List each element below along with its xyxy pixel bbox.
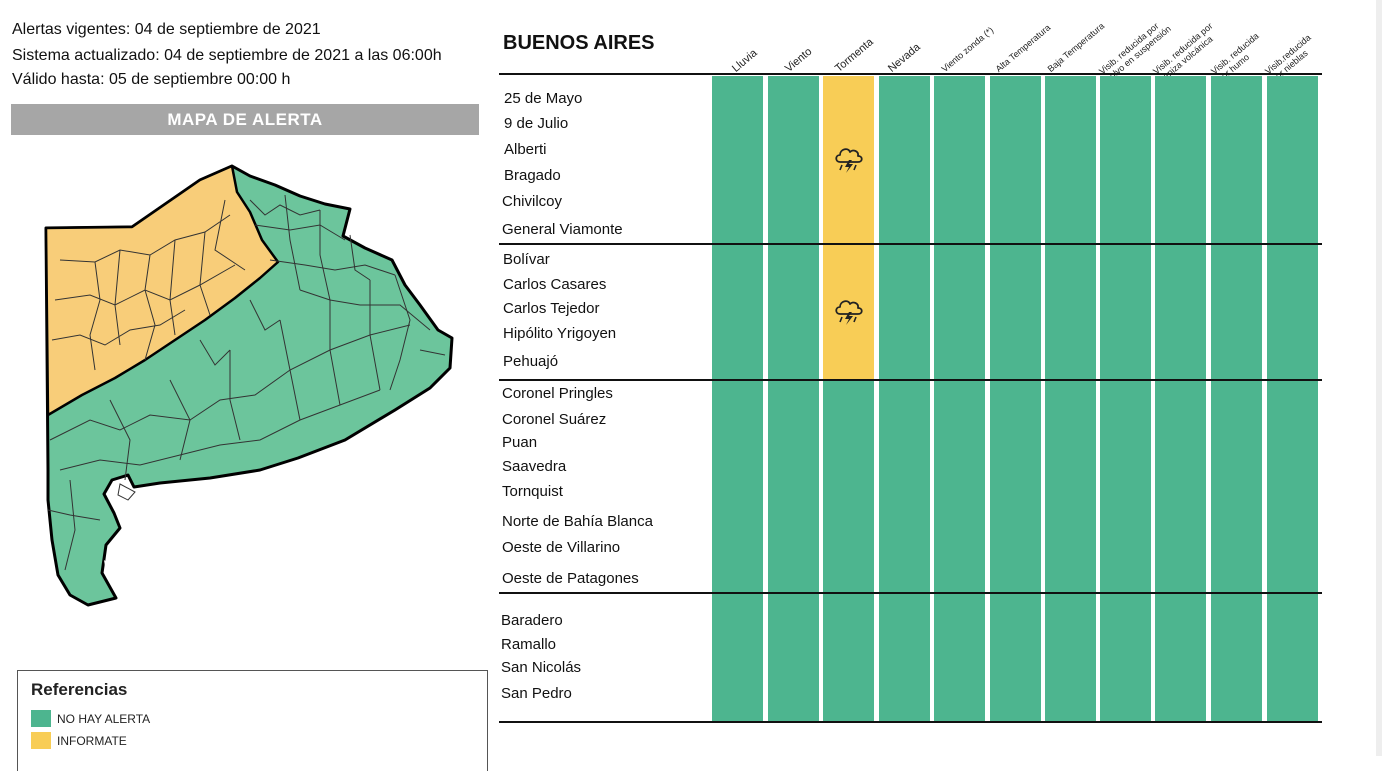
legend-swatch-yellow (31, 732, 51, 749)
alert-cell-green (990, 594, 1041, 721)
alert-cell-green (1267, 245, 1318, 379)
hazard-header-zonda: Viento zonda (*) (939, 24, 996, 75)
updated-line: Sistema actualizado: 04 de septiembre de… (12, 47, 442, 64)
alert-cell-green (768, 76, 819, 243)
hazard-header-viento: Viento (782, 45, 815, 75)
location-label: San Nicolás (501, 659, 582, 676)
legend-label: INFORMATE (57, 733, 127, 748)
alert-cell-green (1045, 76, 1096, 243)
alert-cell-green (1045, 245, 1096, 379)
location-label: Bragado (504, 167, 561, 184)
location-label: Norte de Bahía Blanca (502, 513, 653, 530)
alert-cell-green (1155, 594, 1206, 721)
alert-cell-green (1267, 76, 1318, 243)
alert-cell-green (768, 245, 819, 379)
alert-cell-green (1100, 76, 1151, 243)
alert-cell-yellow (823, 245, 874, 379)
location-label: General Viamonte (502, 221, 623, 238)
map-district-lines (47, 194, 446, 571)
location-label: Saavedra (502, 458, 567, 475)
alert-map (44, 164, 454, 607)
valid-until-line: Válido hasta: 05 de septiembre 00:00 h (12, 71, 291, 88)
row-divider (499, 721, 1322, 723)
location-label: Hipólito Yrigoyen (503, 325, 617, 342)
alert-cell-green (1211, 245, 1262, 379)
region-title: BUENOS AIRES (503, 32, 655, 54)
storm-icon (833, 143, 865, 180)
alert-cell-green (934, 245, 985, 379)
location-label: Oeste de Villarino (502, 539, 621, 556)
alert-cell-green (990, 381, 1041, 592)
location-label: Bolívar (503, 251, 550, 268)
alert-cell-green (712, 245, 763, 379)
alerts-date-line: Alertas vigentes: 04 de septiembre de 20… (12, 21, 321, 38)
alert-cell-green (1211, 594, 1262, 721)
alert-cell-green (1100, 381, 1151, 592)
alert-cell-green (712, 76, 763, 243)
location-label: Baradero (501, 612, 563, 629)
legend-item-no-alert: NO HAY ALERTA (31, 710, 150, 727)
alert-cell-green (1211, 381, 1262, 592)
hazard-header-lluvia: Lluvia (729, 47, 760, 75)
row-divider (499, 73, 1322, 75)
alert-cell-green (1045, 594, 1096, 721)
location-label: Coronel Suárez (502, 411, 607, 428)
location-label: Ramallo (501, 636, 557, 653)
hazard-header-alta-temp: Alta Temperatura (993, 22, 1053, 74)
alert-cell-green (879, 76, 930, 243)
alert-cell-green (934, 594, 985, 721)
alert-cell-green (712, 381, 763, 592)
location-label: Oeste de Patagones (502, 570, 639, 587)
location-label: Puan (502, 434, 538, 451)
alert-cell-green (1100, 594, 1151, 721)
hazard-header-nevada: Nevada (885, 41, 923, 75)
row-divider (499, 243, 1322, 245)
alert-cell-green (823, 594, 874, 721)
location-label: 25 de Mayo (504, 90, 583, 107)
alert-cell-green (1155, 76, 1206, 243)
location-label: Coronel Pringles (502, 385, 613, 402)
location-label: San Pedro (501, 685, 572, 702)
alert-cell-green (823, 381, 874, 592)
row-divider (499, 592, 1322, 594)
references-title: Referencias (31, 680, 128, 699)
hazard-header-tormenta: Tormenta (832, 36, 876, 75)
alert-cell-yellow (823, 76, 874, 243)
alert-cell-green (1155, 381, 1206, 592)
alert-cell-green (990, 76, 1041, 243)
alert-cell-green (1155, 245, 1206, 379)
alert-cell-green (712, 594, 763, 721)
location-label: Carlos Tejedor (503, 300, 600, 317)
hazard-header-baja-temp: Baja Temperatura (1045, 20, 1107, 75)
location-label: Carlos Casares (503, 276, 607, 293)
alert-cell-green (1267, 594, 1318, 721)
alert-cell-green (1100, 245, 1151, 379)
scrollbar[interactable] (1376, 0, 1382, 756)
alert-cell-green (879, 381, 930, 592)
alert-cell-green (934, 76, 985, 243)
location-label: 9 de Julio (504, 115, 569, 132)
alert-cell-green (990, 245, 1041, 379)
alert-cell-green (1211, 76, 1262, 243)
map-title: MAPA DE ALERTA (11, 104, 479, 135)
alert-cell-green (768, 594, 819, 721)
alert-cell-green (768, 381, 819, 592)
alert-cell-green (1045, 381, 1096, 592)
location-label: Alberti (504, 141, 547, 158)
storm-icon (833, 295, 865, 332)
alert-cell-green (879, 245, 930, 379)
legend-item-informate: INFORMATE (31, 732, 127, 749)
legend-swatch-green (31, 710, 51, 727)
alert-cell-green (934, 381, 985, 592)
map-yellow-area (44, 164, 280, 417)
references-box: Referencias NO HAY ALERTA INFORMATE (17, 670, 488, 771)
location-label: Pehuajó (503, 353, 559, 370)
location-label: Tornquist (502, 483, 563, 500)
legend-label: NO HAY ALERTA (57, 711, 151, 726)
location-label: Chivilcoy (502, 193, 563, 210)
alert-cell-green (1267, 381, 1318, 592)
alert-cell-green (879, 594, 930, 721)
row-divider (499, 379, 1322, 381)
